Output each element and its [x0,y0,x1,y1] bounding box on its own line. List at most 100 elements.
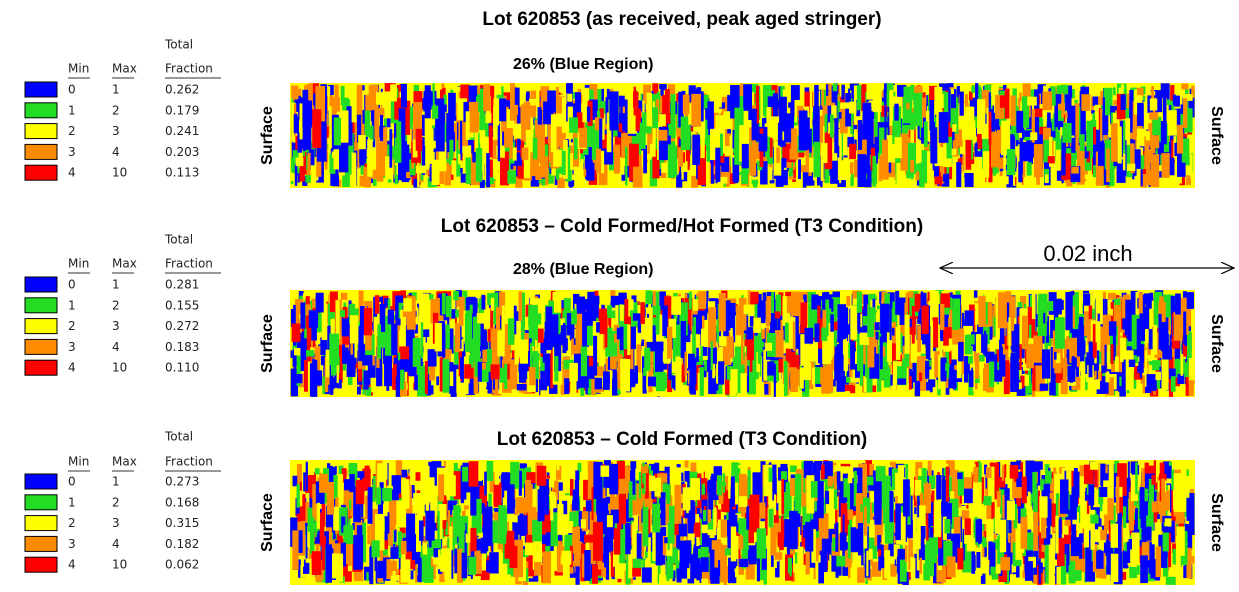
grain [462,290,468,328]
grain [1039,383,1049,391]
grain [424,109,433,146]
grain [824,132,833,170]
grain [1055,317,1065,349]
grain [889,123,893,141]
grain [953,97,959,134]
legend-cell: 4 [112,145,120,159]
grain [1101,105,1111,116]
grain [1140,159,1143,187]
grain [730,85,740,119]
grain [892,327,895,336]
grain [1095,291,1103,325]
grain [306,322,312,362]
grain [562,92,570,105]
grain [1071,357,1078,370]
grain [385,156,394,180]
grain [376,92,383,105]
grain [831,105,837,119]
grain [1080,102,1087,142]
grain [512,147,517,161]
grain [612,331,618,357]
side-label: Surface [259,314,276,373]
grain [652,149,660,179]
grain [926,369,935,383]
grain [445,85,451,116]
grain [336,379,342,389]
grain [1034,108,1044,118]
grain [460,146,470,154]
grain [393,357,400,364]
grain [907,179,914,188]
grain [1049,136,1053,167]
legend-cell: 4 [112,340,120,354]
grain [941,173,950,187]
grain [1061,135,1066,176]
grain [1086,120,1093,152]
grain [569,117,578,133]
grain [456,296,465,316]
grain [340,110,349,143]
grain [308,83,313,101]
grain [567,93,573,102]
grain [992,162,996,176]
grain [914,293,920,312]
grain [971,375,980,384]
grain [358,369,363,382]
grain [386,357,390,391]
grain [1075,326,1085,362]
grain [1095,89,1101,97]
grain [802,95,806,106]
grain [1119,362,1126,397]
side-label: Surface [1208,106,1225,165]
grain [924,137,930,159]
grain [1027,96,1037,106]
grain [965,106,975,140]
grain [460,120,463,158]
grain [828,322,834,346]
grain [1049,86,1056,106]
grain [853,159,859,178]
grain [720,133,723,156]
legend-cell: 2 [112,298,120,312]
grain [1130,143,1135,174]
grain [1103,87,1113,110]
grain [300,302,306,329]
grain [1024,130,1033,137]
grain [973,156,984,186]
grain [1162,97,1167,134]
grain [1141,368,1148,376]
grain [926,136,934,146]
grain [570,140,573,166]
grain [535,378,539,393]
grain [307,152,311,184]
grain [1188,98,1195,109]
grain [290,350,293,358]
grain [596,148,602,174]
grain [964,173,974,188]
grain [652,107,658,129]
grain [822,309,829,344]
grain [1149,98,1158,111]
grain [399,346,410,360]
grain [613,324,623,362]
grain [948,94,956,109]
grain [581,311,589,347]
grain [724,157,730,172]
grain [493,311,496,339]
legend-cell: 1 [112,278,120,292]
grain [834,118,839,154]
grain [831,297,840,318]
grain [866,84,871,92]
grain [389,129,393,168]
grain [908,364,912,390]
grain [822,91,832,127]
grain [997,292,1007,329]
grain [294,348,301,359]
grain [849,143,856,160]
grain [820,147,824,181]
grain [502,324,511,364]
grain [1037,84,1047,94]
grain [561,363,565,395]
grain [465,377,474,396]
grain [1155,90,1163,113]
